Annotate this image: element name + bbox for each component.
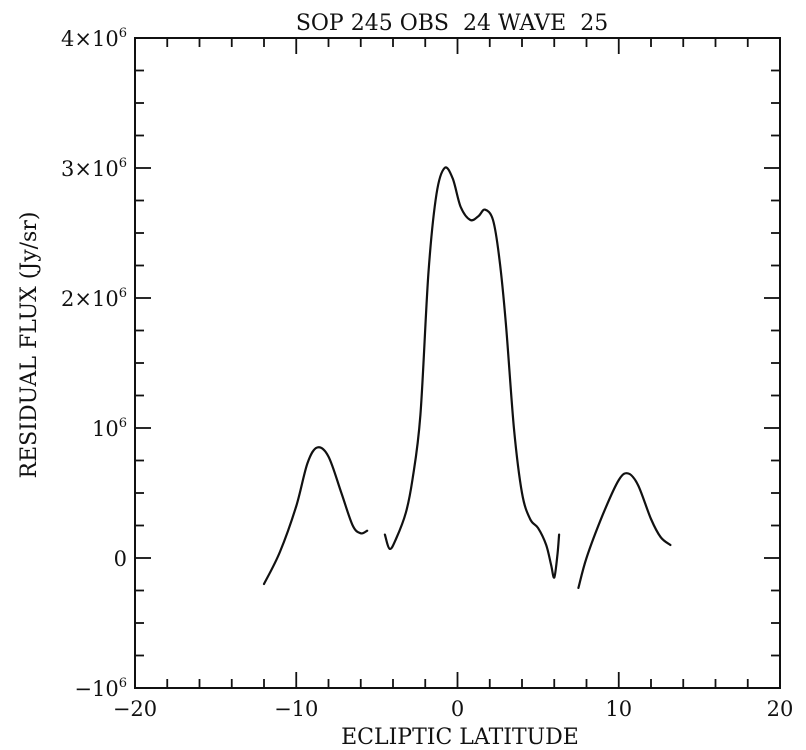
y-tick-label: 3×106 [61, 156, 127, 181]
x-tick-label: −20 [113, 697, 157, 721]
x-tick-label: 0 [451, 697, 464, 721]
x-axis-title: ECLIPTIC LATITUDE [341, 725, 579, 750]
y-tick-label: 4×106 [61, 26, 127, 51]
residual-flux-curve-segment [577, 472, 672, 589]
y-tick-label: 0 [114, 547, 127, 571]
chart-title: SOP 245 OBS 24 WAVE 25 [296, 11, 608, 36]
residual-flux-curve-segment [383, 166, 561, 579]
y-tick-label: 2×106 [61, 286, 127, 311]
residual-flux-curve-segment [262, 446, 369, 586]
x-tick-label: −10 [274, 697, 318, 721]
y-tick-label: −106 [74, 676, 127, 701]
plot-frame [134, 37, 781, 689]
y-tick-label: 106 [92, 416, 127, 441]
y-axis-title: RESIDUAL FLUX (Jy/sr) [17, 212, 42, 479]
x-tick-label: 20 [767, 697, 794, 721]
x-tick-label: 10 [605, 697, 632, 721]
